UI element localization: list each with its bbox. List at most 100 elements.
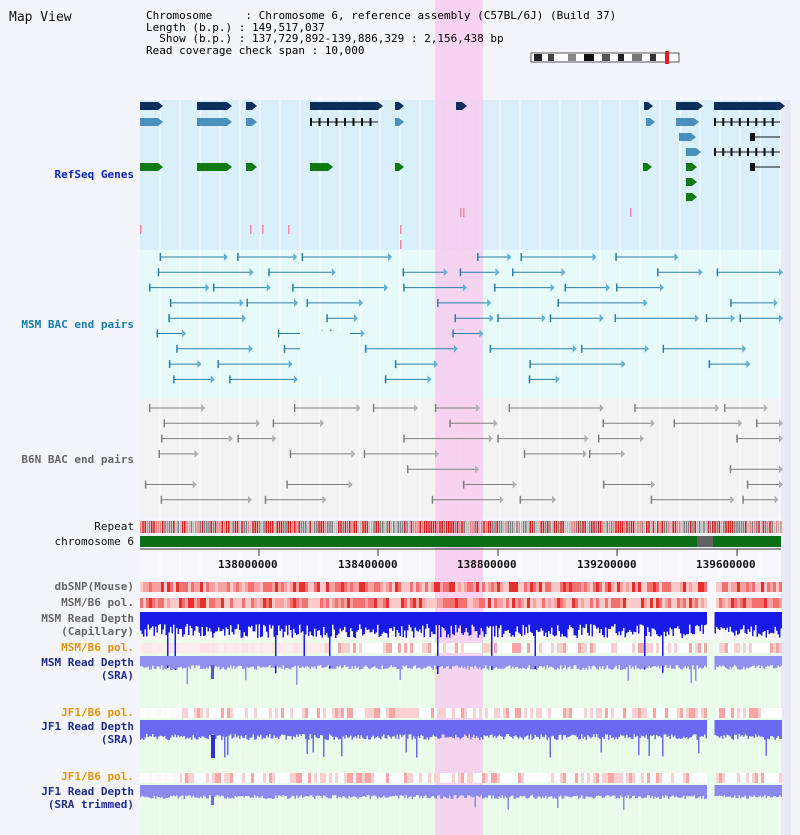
repeat-mark [692, 521, 694, 533]
track-label-chromosome[interactable]: chromosome 6 [54, 535, 134, 548]
track-label-msm-bac[interactable]: MSM BAC end pairs [21, 318, 134, 331]
depth-bar [276, 785, 278, 799]
heat-cell [485, 773, 488, 783]
heat-cell [242, 582, 245, 592]
track-label-msm-b6-pol[interactable]: MSM/B6 pol. [61, 596, 134, 609]
bac-end [306, 298, 309, 307]
heat-cell [239, 708, 242, 718]
depth-bar [351, 785, 353, 798]
depth-bar [434, 656, 436, 666]
bac-end [493, 419, 498, 428]
bac-end [452, 329, 454, 338]
repeat-mark [316, 521, 318, 533]
depth-bar [450, 612, 452, 626]
depth-bar [500, 612, 502, 626]
depth-bar [647, 785, 649, 796]
track-label-msm-b6-pol-sra[interactable]: MSM/B6 pol. [61, 641, 134, 654]
track-label-dbsnp[interactable]: dbSNP(Mouse) [54, 580, 134, 593]
heat-cell [245, 708, 248, 718]
heat-cell [695, 643, 698, 653]
heat-cell [203, 708, 206, 718]
heat-cell [344, 598, 347, 608]
depth-bar [200, 612, 202, 637]
heat-cell [716, 773, 719, 783]
gene-block [644, 102, 648, 110]
depth-bar [197, 612, 199, 627]
track-label-msm-depth-capillary[interactable]: MSM Read Depth (Capillary) [41, 612, 134, 638]
repeat-mark [483, 521, 485, 533]
track-label-b6n-bac[interactable]: B6N BAC end pairs [21, 453, 134, 466]
heat-cell [491, 773, 494, 783]
heat-cell [698, 598, 701, 608]
depth-bar [261, 612, 263, 637]
depth-bar [692, 612, 694, 635]
heat-cell [431, 708, 434, 718]
heat-cell [371, 773, 374, 783]
depth-bar [740, 656, 742, 670]
depth-bar [488, 612, 490, 628]
depth-bar [165, 612, 167, 636]
heat-cell [311, 773, 314, 783]
repeat-mark [637, 521, 639, 533]
depth-bar [468, 612, 470, 636]
track-label-jf1-depth-trimmed[interactable]: JF1 Read Depth (SRA trimmed) [41, 785, 134, 811]
depth-bar [327, 785, 329, 799]
depth-bar [659, 785, 661, 799]
depth-bar [303, 656, 305, 668]
depth-bar [573, 656, 575, 666]
depth-bar [183, 720, 185, 736]
heat-cell [404, 598, 407, 608]
depth-bar [623, 656, 625, 670]
depth-bar [372, 612, 374, 630]
heat-cell [437, 773, 440, 783]
depth-bar [192, 656, 194, 666]
chromosome-gap [697, 536, 713, 547]
heat-cell [776, 598, 779, 608]
heat-cell [569, 643, 572, 653]
heat-cell [467, 582, 470, 592]
heat-cell [446, 643, 449, 653]
depth-bar [444, 612, 446, 631]
heat-cell [536, 773, 539, 783]
depth-bar [317, 785, 319, 796]
depth-bar [501, 720, 503, 737]
depth-bar [506, 612, 508, 631]
depth-bar [368, 612, 370, 630]
depth-bar [603, 785, 605, 798]
heat-cell [521, 708, 524, 718]
repeat-mark [756, 521, 758, 533]
depth-bar [716, 612, 718, 627]
depth-bar [174, 612, 176, 671]
depth-bar [776, 612, 778, 631]
repeat-mark [606, 521, 608, 533]
depth-bar [422, 656, 424, 669]
depth-bar [618, 612, 620, 632]
depth-bar [554, 656, 556, 670]
exon [747, 148, 749, 156]
track-label-refseq[interactable]: RefSeq Genes [54, 168, 134, 181]
depth-bar [353, 656, 355, 669]
depth-bar [270, 612, 272, 629]
depth-bar [440, 612, 442, 638]
heat-cell [305, 773, 308, 783]
heat-cell [251, 773, 254, 783]
depth-bar [663, 612, 665, 632]
repeat-mark [492, 521, 494, 533]
track-label-repeat[interactable]: Repeat [94, 520, 134, 533]
depth-bar [582, 785, 584, 799]
heat-cell [245, 598, 248, 608]
track-label-msm-depth-sra[interactable]: MSM Read Depth (SRA) [41, 656, 134, 682]
depth-bar [647, 612, 649, 628]
track-label-jf1-b6-pol[interactable]: JF1/B6 pol. [61, 706, 134, 719]
depth-bar [528, 656, 530, 666]
depth-bar [252, 656, 254, 667]
heat-cell [455, 582, 458, 592]
depth-bar [587, 785, 589, 797]
depth-bar [774, 612, 776, 627]
track-label-jf1-b6-pol-trimmed[interactable]: JF1/B6 pol. [61, 770, 134, 783]
depth-bar [683, 720, 685, 737]
depth-bar [771, 612, 773, 633]
heat-cell [689, 643, 692, 653]
track-label-jf1-depth-sra[interactable]: JF1 Read Depth (SRA) [41, 720, 134, 746]
depth-bar [701, 656, 703, 669]
